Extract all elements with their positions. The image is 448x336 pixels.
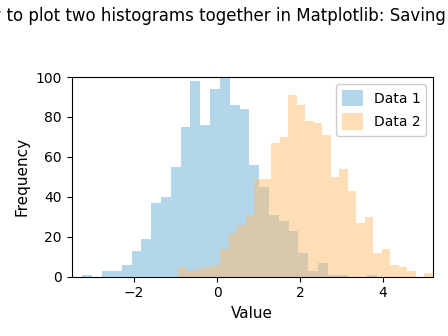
Bar: [112, 271, 122, 277]
Bar: [200, 125, 210, 277]
Bar: [240, 109, 250, 277]
Bar: [181, 127, 190, 277]
Bar: [390, 265, 399, 277]
Bar: [229, 233, 237, 277]
Bar: [82, 275, 92, 277]
Bar: [259, 187, 269, 277]
Bar: [331, 177, 339, 277]
Bar: [237, 225, 246, 277]
Bar: [382, 249, 390, 277]
Bar: [178, 267, 186, 277]
Bar: [348, 191, 356, 277]
Bar: [141, 239, 151, 277]
Bar: [230, 105, 240, 277]
Bar: [339, 169, 348, 277]
Bar: [269, 215, 279, 277]
Bar: [289, 231, 298, 277]
Bar: [306, 121, 314, 277]
Bar: [322, 135, 331, 277]
Legend: Data 1, Data 2: Data 1, Data 2: [336, 84, 426, 136]
Bar: [279, 221, 289, 277]
Bar: [250, 165, 259, 277]
Bar: [407, 271, 416, 277]
Bar: [399, 267, 407, 277]
Bar: [195, 269, 203, 277]
Bar: [102, 271, 112, 277]
Text: How to plot two histograms together in Matplotlib: Saving Plot: How to plot two histograms together in M…: [0, 7, 448, 25]
Bar: [367, 275, 377, 277]
Bar: [171, 167, 181, 277]
Bar: [263, 179, 271, 277]
Bar: [314, 123, 322, 277]
Bar: [190, 81, 200, 277]
Bar: [212, 265, 220, 277]
Bar: [298, 253, 308, 277]
X-axis label: Value: Value: [231, 306, 273, 321]
Bar: [297, 105, 306, 277]
Bar: [220, 73, 230, 277]
Bar: [280, 137, 289, 277]
Bar: [246, 215, 254, 277]
Bar: [122, 265, 132, 277]
Bar: [254, 179, 263, 277]
Bar: [365, 217, 373, 277]
Bar: [356, 223, 365, 277]
Bar: [318, 263, 328, 277]
Bar: [220, 249, 229, 277]
Y-axis label: Frequency: Frequency: [15, 137, 30, 216]
Bar: [186, 271, 195, 277]
Bar: [161, 197, 171, 277]
Bar: [271, 143, 280, 277]
Bar: [203, 267, 212, 277]
Bar: [210, 89, 220, 277]
Bar: [373, 253, 382, 277]
Bar: [328, 275, 338, 277]
Bar: [424, 273, 433, 277]
Bar: [151, 203, 161, 277]
Bar: [132, 251, 141, 277]
Bar: [289, 95, 297, 277]
Bar: [308, 271, 318, 277]
Bar: [338, 275, 348, 277]
